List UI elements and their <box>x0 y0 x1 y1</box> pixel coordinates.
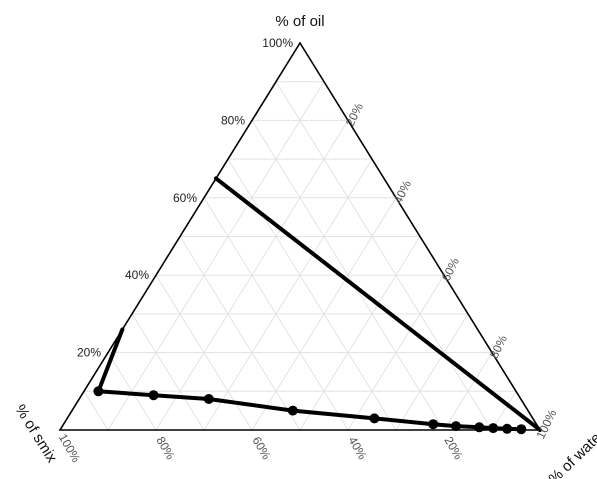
series-layer <box>93 176 542 435</box>
smix-tick-label: 40% <box>345 434 369 462</box>
oil-axis-title: % of oil <box>275 13 324 30</box>
water-tick-label: 80% <box>487 333 510 361</box>
series-line-2 <box>96 327 125 394</box>
grid-line-smix <box>107 352 157 431</box>
grid-line-water <box>443 352 493 431</box>
water-tick-label: 20% <box>343 100 366 128</box>
water-tick-label: 100% <box>533 407 559 441</box>
oil-tick-label: 20% <box>77 346 101 360</box>
smix-tick-label: 80% <box>153 434 177 462</box>
data-point <box>451 421 461 432</box>
grid <box>83 81 517 431</box>
data-point <box>93 386 104 397</box>
grid-line-smix <box>275 81 493 431</box>
grid-line-smix <box>227 158 397 431</box>
smix-tick-label: 60% <box>249 434 273 462</box>
data-point <box>488 423 499 434</box>
grid-line-water <box>491 391 517 431</box>
water-tick-label: 60% <box>439 255 462 283</box>
data-point <box>516 424 527 435</box>
data-point <box>502 423 513 434</box>
data-point <box>148 390 159 401</box>
grid-line-water <box>347 274 445 431</box>
data-point <box>428 419 439 430</box>
oil-tick-label: 40% <box>125 268 149 282</box>
data-point <box>287 405 298 416</box>
triangle-frame <box>58 41 542 431</box>
oil-tick-label: 60% <box>173 191 197 205</box>
grid-line-water <box>203 158 373 431</box>
grid-line-smix <box>83 391 109 431</box>
oil-tick-label: 100% <box>262 36 293 50</box>
water-axis-title: % of water <box>545 426 597 479</box>
grid-line-water <box>107 81 325 431</box>
oil-tick-label: 80% <box>221 113 245 127</box>
grid-line-smix <box>131 313 205 431</box>
grid-line-smix <box>179 236 301 431</box>
data-point <box>369 413 380 424</box>
smix-tick-label: 100% <box>56 431 84 465</box>
grid-line-water <box>395 313 469 431</box>
water-tick-label: 40% <box>391 178 414 206</box>
data-point <box>474 422 485 433</box>
smix-axis-title: % of smix <box>11 402 60 467</box>
series-line-1 <box>214 176 542 432</box>
grid-line-water <box>299 236 421 431</box>
data-point <box>203 394 214 404</box>
smix-tick-label: 20% <box>441 434 465 462</box>
